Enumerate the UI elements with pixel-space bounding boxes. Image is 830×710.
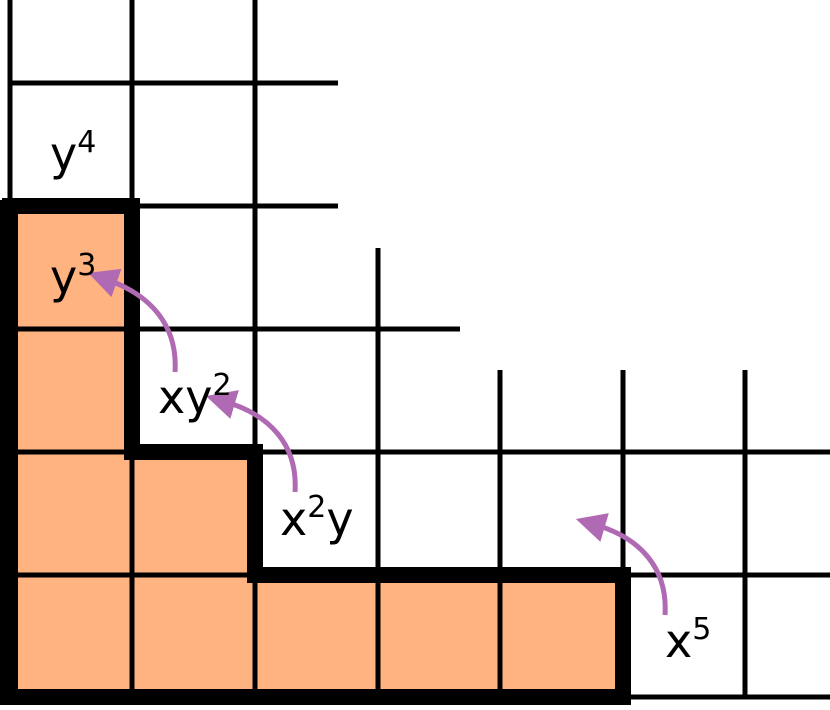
label-part: x [280,492,307,546]
label-part: 4 [77,125,96,160]
staircase-border [2,198,631,705]
label-part: y [50,250,77,304]
label: y3 [50,248,96,304]
label: xy2 [158,368,232,424]
label: y4 [50,125,96,181]
label-part: x [665,614,692,668]
left-edge [0,200,16,705]
label-part: 3 [77,248,96,283]
label-part: 2 [212,368,231,403]
label-part: y [50,127,77,181]
label: x2y [280,490,354,546]
label-part: 2 [307,490,326,525]
label-part: xy [158,370,212,424]
label-part: 5 [692,612,711,647]
label-part: y [326,492,353,546]
arrows [88,268,668,616]
label: x5 [665,612,711,668]
